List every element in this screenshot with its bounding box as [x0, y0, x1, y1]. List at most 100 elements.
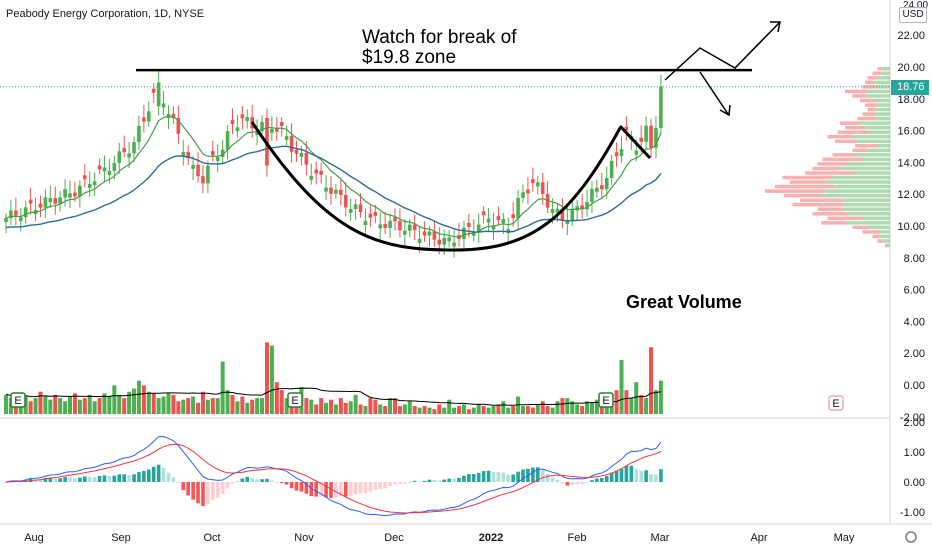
- macd-histogram-bar: [117, 474, 122, 482]
- volume-bar: [653, 390, 658, 414]
- volume-bar: [639, 394, 644, 414]
- volume-profile-bar-sell: [792, 202, 844, 207]
- volume-profile-bar-sell: [867, 76, 878, 80]
- volume-bar: [107, 396, 112, 414]
- candle-body: [63, 189, 67, 198]
- volume-profile-bar-buy: [882, 239, 890, 243]
- time-tick-label: 2022: [479, 532, 503, 544]
- candle-body: [604, 177, 609, 190]
- macd-histogram-bar: [639, 470, 643, 482]
- volume-profile-bar-buy: [874, 112, 890, 116]
- candle-body: [555, 208, 560, 213]
- volume-bar: [146, 391, 151, 414]
- macd-histogram-bar: [496, 472, 501, 482]
- volume-bar: [447, 399, 452, 414]
- ema-fast-line: [5, 115, 662, 238]
- candle-body: [496, 216, 501, 221]
- candle-body: [289, 135, 294, 152]
- macd-histogram-bar: [265, 478, 269, 482]
- volume-bar: [363, 406, 368, 414]
- macd-histogram-bar: [48, 477, 53, 482]
- rejection-arrowhead: [719, 104, 731, 117]
- volume-profile-bar-buy: [868, 225, 890, 230]
- candle-body: [624, 126, 629, 131]
- volume-bar: [476, 404, 481, 414]
- macd-histogram-bar: [659, 469, 663, 482]
- volume-profile-bar-sell: [862, 230, 880, 234]
- macd-histogram-bar: [304, 482, 309, 494]
- macd-histogram-bar: [575, 482, 579, 485]
- macd-histogram-bar: [437, 480, 442, 482]
- candle-body: [255, 131, 259, 136]
- candle-body: [161, 103, 166, 108]
- candle-body: [92, 181, 97, 186]
- candle-body: [211, 151, 215, 156]
- volume-bar: [112, 385, 117, 414]
- volume-bar: [181, 399, 186, 414]
- volume-bar: [48, 399, 53, 414]
- candle-body: [614, 152, 619, 157]
- macd-histogram-bar: [240, 478, 245, 482]
- macd-histogram-bar: [38, 479, 43, 482]
- volume-bar: [506, 407, 511, 414]
- price-tick-label: 4.00: [904, 316, 925, 328]
- volume-profile-bar-sell: [865, 103, 879, 107]
- volume-bar: [314, 404, 319, 414]
- time-tick-label: Nov: [294, 532, 314, 544]
- macd-histogram-bar: [407, 481, 412, 483]
- macd-histogram-bar: [260, 479, 264, 482]
- macd-tick-label: 0.00: [904, 477, 925, 489]
- volume-bar: [176, 401, 181, 414]
- volume-profile-bar-sell: [852, 94, 866, 98]
- macd-histogram-bar: [604, 476, 609, 482]
- annotation-great-volume: Great Volume: [626, 292, 742, 312]
- macd-histogram-bar: [486, 470, 491, 482]
- chart-title: Peabody Energy Corporation, 1D, NYSE: [6, 8, 205, 20]
- volume-profile-bar-sell: [840, 121, 859, 125]
- volume-bar: [565, 398, 570, 414]
- macd-histogram-bar: [614, 470, 619, 482]
- candle-body: [619, 149, 624, 157]
- candle-body: [206, 165, 210, 184]
- volume-bar: [38, 391, 43, 414]
- candle-body: [38, 203, 43, 208]
- candle-body: [462, 227, 466, 240]
- macd-histogram-bar: [166, 472, 171, 482]
- candle-body: [481, 211, 486, 216]
- macd-histogram-bar: [368, 482, 373, 492]
- candle-body: [132, 142, 136, 154]
- macd-histogram-bar: [393, 482, 397, 485]
- macd-histogram-bar: [186, 482, 190, 496]
- macd-histogram-bar: [196, 482, 200, 504]
- volume-bar: [511, 406, 516, 414]
- time-tick-label: Sep: [111, 532, 131, 544]
- candle-body: [570, 209, 575, 221]
- volume-bar: [215, 398, 220, 414]
- earnings-marker-future-label: E: [832, 398, 839, 410]
- volume-profile-bar-sell: [805, 171, 853, 175]
- volume-bar: [575, 404, 580, 414]
- macd-histogram-bar: [565, 482, 570, 486]
- currency-button[interactable]: USD: [899, 7, 927, 23]
- volume-profile-bar-sell: [765, 189, 827, 193]
- volume-profile-bar-sell: [867, 107, 876, 112]
- volume-bar: [432, 409, 437, 414]
- macd-histogram-bar: [501, 472, 506, 482]
- macd-histogram-bar: [334, 482, 338, 497]
- candle-body: [176, 117, 181, 134]
- candle-body: [240, 114, 245, 119]
- volume-bar: [412, 406, 417, 414]
- volume-bar: [97, 398, 102, 414]
- macd-histogram-bar: [142, 470, 146, 482]
- earnings-marker: [10, 392, 26, 408]
- macd-histogram-bar: [570, 482, 575, 486]
- macd-histogram-bar: [403, 482, 407, 484]
- volume-profile-bar-sell: [782, 175, 832, 180]
- macd-histogram-bar: [97, 475, 102, 482]
- candle-body: [412, 224, 417, 231]
- macd-histogram-bar: [33, 479, 38, 482]
- macd-histogram-bar: [339, 482, 343, 497]
- candle-body: [654, 128, 658, 148]
